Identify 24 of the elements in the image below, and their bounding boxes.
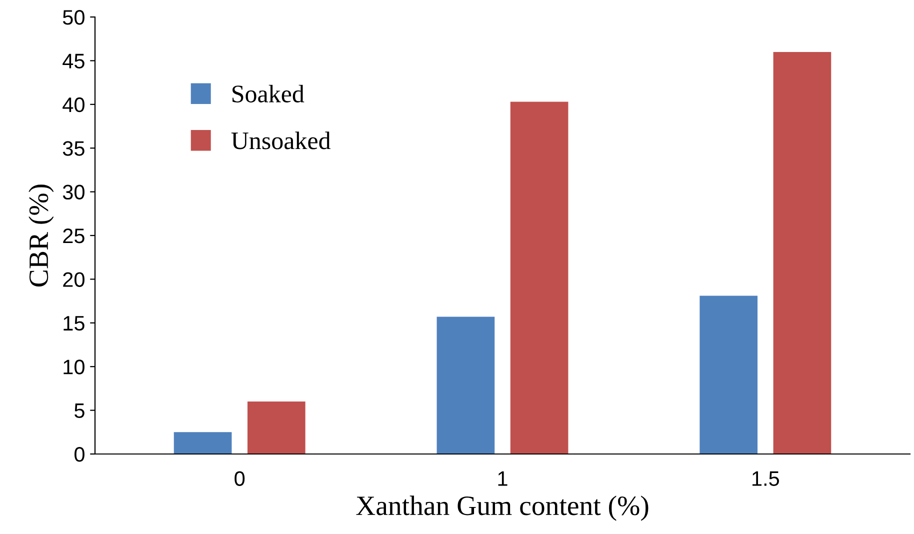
y-tick-label: 45 [62,54,84,68]
x-tick-label: 0 [234,471,245,486]
y-tick-label: 0 [74,447,84,462]
y-tick-label: 40 [62,97,84,112]
bar [174,432,232,454]
y-tick-label: 5 [74,404,84,418]
x-tick-label: 1.5 [752,471,780,486]
y-tick-label: 25 [63,228,84,244]
y-tick-label: 15 [64,316,84,331]
y-tick-label: 50 [62,10,84,25]
legend-label: Soaked [232,84,304,102]
bar [700,296,758,454]
y-tick-label: 30 [62,184,84,200]
y-axis-title: CBR (%) [28,184,54,286]
bar [773,52,832,454]
y-tick-label: 35 [62,141,84,156]
x-tick-label: 1 [498,471,508,486]
y-tick-label: 10 [64,360,84,374]
legend-label: Unsoaked [231,132,331,150]
bar [510,102,568,454]
bar [436,316,495,454]
y-tick-label: 20 [63,272,84,287]
bar [247,402,306,454]
x-axis-title: Xanthan Gum content (%) [356,496,648,521]
